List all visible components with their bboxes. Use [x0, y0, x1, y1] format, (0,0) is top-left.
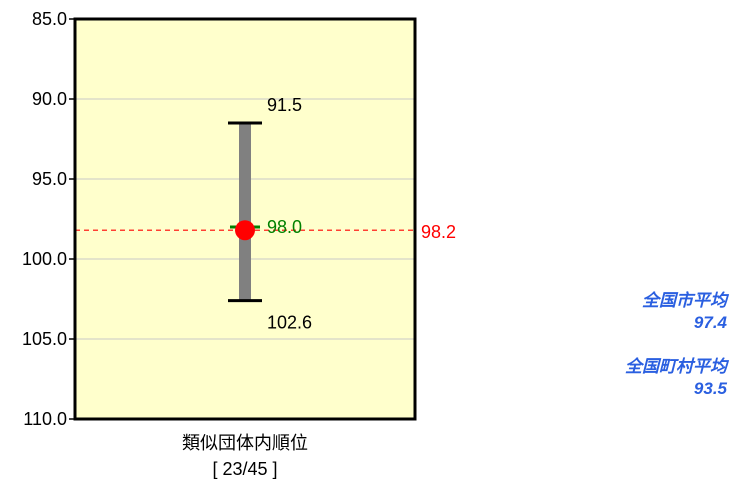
data-point [235, 220, 255, 241]
y-tick-label: 95.0 [32, 169, 67, 189]
range-top-label: 91.5 [267, 95, 302, 115]
range-bottom-label: 102.6 [267, 313, 312, 333]
side-note-town-average-label: 全国町村平均 [625, 357, 727, 376]
side-note-city-average-label: 全国市平均 [642, 291, 727, 310]
y-axis: 85.0 90.0 95.0 100.0 105.0 110.0 [22, 9, 75, 429]
side-note-city-average-value: 97.4 [693, 313, 727, 332]
marker-label: 98.0 [267, 217, 302, 237]
y-tick-label: 110.0 [23, 409, 67, 429]
side-note-town-average-value: 93.5 [693, 379, 727, 398]
y-tick-label: 100.0 [22, 249, 67, 269]
plot-border [73, 17, 417, 421]
x-category-label: 類似団体内順位 [182, 433, 308, 453]
side-note-town-average: 全国町村平均 93.5 [625, 356, 727, 400]
y-tick-label: 90.0 [32, 89, 67, 109]
y-tick-label: 85.0 [32, 9, 67, 29]
rank-text: [ 23/45 ] [212, 459, 278, 479]
reference-line-label: 98.2 [421, 222, 456, 242]
y-tick-label: 105.0 [22, 329, 67, 349]
side-note-city-average: 全国市平均 97.4 [642, 290, 727, 334]
